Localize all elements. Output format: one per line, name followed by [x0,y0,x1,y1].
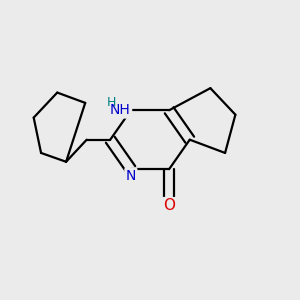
Text: H: H [107,96,116,110]
Text: NH: NH [110,103,131,117]
Text: O: O [163,198,175,213]
Text: N: N [126,169,136,183]
